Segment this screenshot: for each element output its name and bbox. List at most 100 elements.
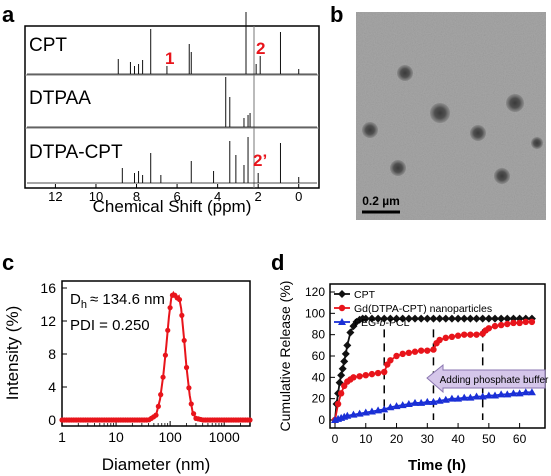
release-y-tick-label: 100 [305,306,325,320]
dls-x-tick-label: 100 [158,429,182,445]
dls-line [62,290,250,421]
dls-axes: 1 10 100 1000 0 4 8 12 16 [40,280,251,445]
release-point [392,402,401,410]
buffer-callout: Adding phosphate buffer [426,363,549,394]
release-point [504,320,511,328]
release-point [404,400,413,407]
dls-annotation-pdi: PDI = 0.250 [70,317,150,334]
nanoparticle [506,94,524,112]
release-point [472,392,481,400]
release-point [411,398,419,406]
nanoparticle [494,168,510,184]
release-point [466,393,475,401]
release-point [368,370,376,378]
release-y-tick-label: 60 [312,349,326,363]
release-point [509,389,518,397]
release-x-tick-label: 20 [390,432,404,446]
dls-y-tick-label: 4 [48,379,56,395]
release-point [374,369,382,377]
nmr-x-tick-label: 2 [255,189,262,204]
dls-x-tick-label: 1000 [209,429,240,445]
release-point [497,390,506,398]
release-point [441,395,450,403]
release-x-tick-label: 30 [421,432,435,446]
release-point [460,314,469,323]
dls-y-tick-label: 16 [40,280,56,296]
release-point [387,357,394,364]
release-axes: 0 10 20 30 40 50 60 0 20 40 60 80 100 120 [305,285,527,446]
nmr-x-tick-label: 12 [48,189,62,204]
release-point [442,334,449,342]
release-point [503,390,512,398]
release-point [484,391,493,399]
release-point [380,405,389,413]
dls-point [176,296,183,303]
legend-marker [338,290,346,298]
nmr-x-tick-label: 0 [295,189,302,204]
release-point [381,368,388,376]
release-point [405,349,413,356]
release-point [447,394,456,402]
dls-x-tick-label: 1 [58,429,66,445]
dls-chart: 1 10 100 1000 0 4 8 12 16 Dh ≈ 134.6 nm PDI = 0.2… [3,280,253,474]
release-point [417,314,426,323]
dls-y-tick-label: 12 [40,313,56,329]
release-point [417,398,426,406]
dls-y-axis-title: Intensity (%) [3,306,22,400]
release-x-tick-label: 60 [513,432,527,446]
dls-point [186,385,192,391]
release-point [527,388,536,396]
panel-letter-c: c [2,250,14,275]
nmr-peak-label-2-prime: 2’ [253,151,267,170]
release-x-tick-label: 50 [482,432,496,446]
dls-point [158,392,164,398]
release-point [374,314,383,323]
dls-y-tick-label: 8 [48,346,56,362]
release-point [521,388,530,396]
nmr-peak-label-1: 1 [165,49,174,68]
dls-point [160,374,166,380]
release-point [472,314,481,323]
release-point [423,397,432,405]
release-point [423,314,432,323]
release-x-axis-title: Time (h) [408,457,466,474]
nmr-x-axis-title: Chemical Shift (ppm) [93,197,252,216]
nmr-trace-label-cpt: CPT [29,35,67,56]
dls-point [165,327,171,333]
release-point [338,364,347,373]
release-point [346,328,355,337]
nmr-peak-label-2: 2 [256,39,265,58]
legend-label: CPT [354,289,376,301]
release-legend: CPT Gd(DTPA-CPT) nanoparticles PEG-b-PCL [334,289,492,329]
release-point [528,318,536,326]
release-point [503,314,512,323]
release-point [399,350,406,358]
dls-point [191,411,197,417]
release-series-3 [331,388,536,423]
release-point [392,314,401,323]
release-point [350,374,357,381]
nanoparticle [397,65,413,81]
nmr-panel: CPT DTPAA DTPA-CPT 1 2 2’ 12 10 8 6 4 2 0 Chem… [24,12,320,216]
release-point [362,372,369,379]
release-point [398,314,407,323]
release-point [411,314,419,323]
release-point [349,410,358,418]
nmr-trace-label-dtpa-cpt: DTPA-CPT [29,142,123,163]
release-point [484,314,493,323]
panel-letter-d: d [271,250,284,275]
release-series-2 [331,318,536,424]
release-point [361,314,370,323]
dls-point [183,364,190,371]
release-series [331,314,536,424]
release-x-tick-label: 10 [359,432,373,446]
release-point [478,314,487,323]
release-y-tick-label: 0 [318,413,325,427]
legend-label: Gd(DTPA-CPT) nanoparticles [354,303,492,315]
dls-size-distribution [59,290,253,423]
release-point [497,314,506,323]
release-point [367,407,376,415]
nanoparticle [430,103,450,123]
release-point [361,408,370,416]
